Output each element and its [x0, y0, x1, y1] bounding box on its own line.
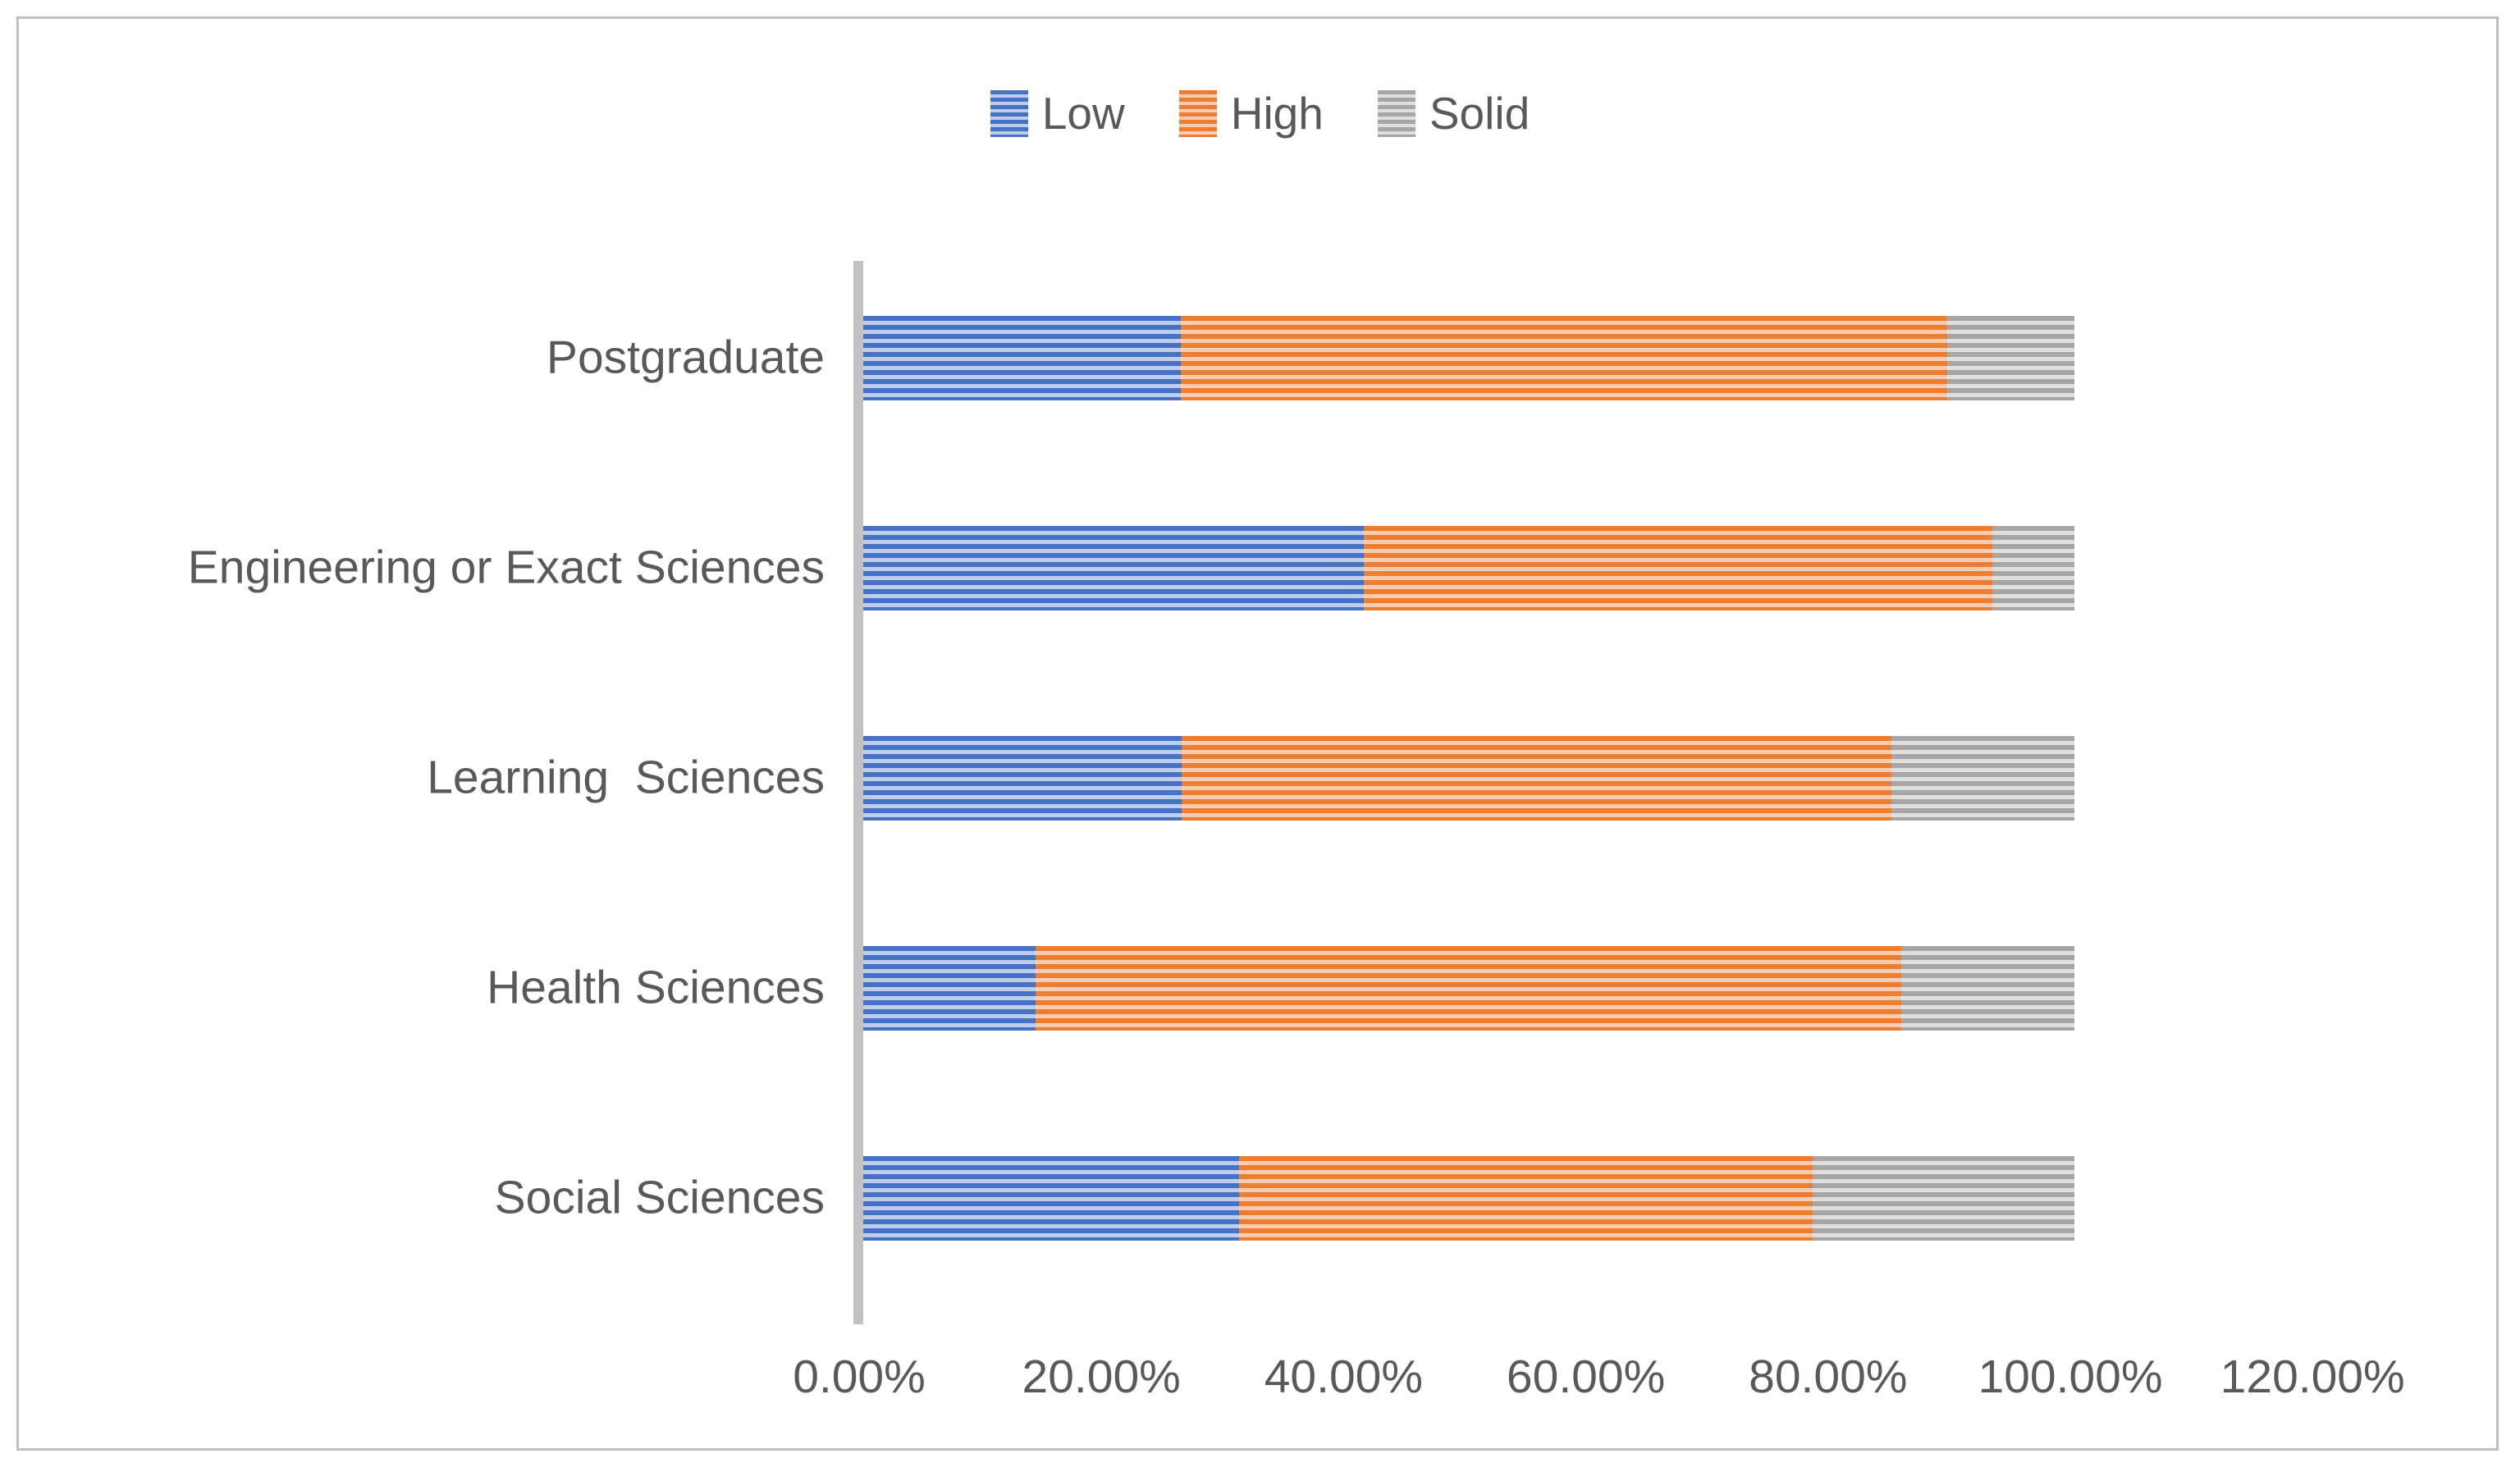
legend-swatch-high-icon — [1178, 90, 1217, 137]
x-tick-label: 80.00% — [1749, 1351, 1908, 1403]
bar-segment-solid — [1891, 735, 2074, 821]
category-label: Social Sciences — [494, 1171, 825, 1224]
legend-label: Solid — [1429, 88, 1530, 139]
y-axis-line — [853, 261, 863, 1324]
x-tick-label: 0.00% — [793, 1351, 926, 1403]
bar-row — [863, 525, 2074, 610]
x-tick-label: 100.00% — [1978, 1351, 2163, 1403]
category-label: Postgraduate — [546, 331, 825, 384]
legend-item-solid: Solid — [1377, 88, 1530, 139]
x-tick-label: 40.00% — [1264, 1351, 1424, 1403]
category-label: Learning Sciences — [427, 751, 825, 804]
bar-segment-low — [863, 315, 1181, 400]
category-label: Engineering or Exact Sciences — [187, 541, 825, 594]
bar-segment-solid — [1813, 1155, 2074, 1241]
legend: Low High Solid — [0, 90, 2520, 137]
bar-segment-high — [1035, 945, 1901, 1031]
bar-row — [863, 1155, 2074, 1241]
bar-segment-high — [1182, 735, 1892, 821]
bar-row — [863, 315, 2074, 400]
bar-segment-low — [863, 735, 1182, 821]
x-tick-label: 20.00% — [1022, 1351, 1181, 1403]
legend-item-low: Low — [990, 90, 1125, 137]
legend-item-high: High — [1178, 88, 1324, 139]
bar-segment-low — [863, 1155, 1239, 1241]
legend-swatch-solid-icon — [1377, 90, 1415, 137]
legend-label: High — [1230, 88, 1324, 139]
bar-row — [863, 945, 2074, 1031]
legend-swatch-low-icon — [990, 90, 1028, 137]
bar-segment-low — [863, 945, 1036, 1031]
x-tick-label: 60.00% — [1506, 1351, 1666, 1403]
x-tick-label: 120.00% — [2220, 1351, 2405, 1403]
legend-label: Low — [1041, 88, 1125, 139]
bar-segment-high — [1180, 315, 1947, 400]
bar-segment-solid — [1992, 525, 2074, 610]
bar-segment-high — [1238, 1155, 1813, 1241]
bar-segment-solid — [1900, 945, 2074, 1031]
bar-segment-high — [1363, 525, 1992, 610]
bar-segment-low — [863, 525, 1364, 610]
category-label: Health Sciences — [487, 961, 825, 1014]
bar-row — [863, 735, 2074, 821]
bar-segment-solid — [1947, 315, 2074, 400]
